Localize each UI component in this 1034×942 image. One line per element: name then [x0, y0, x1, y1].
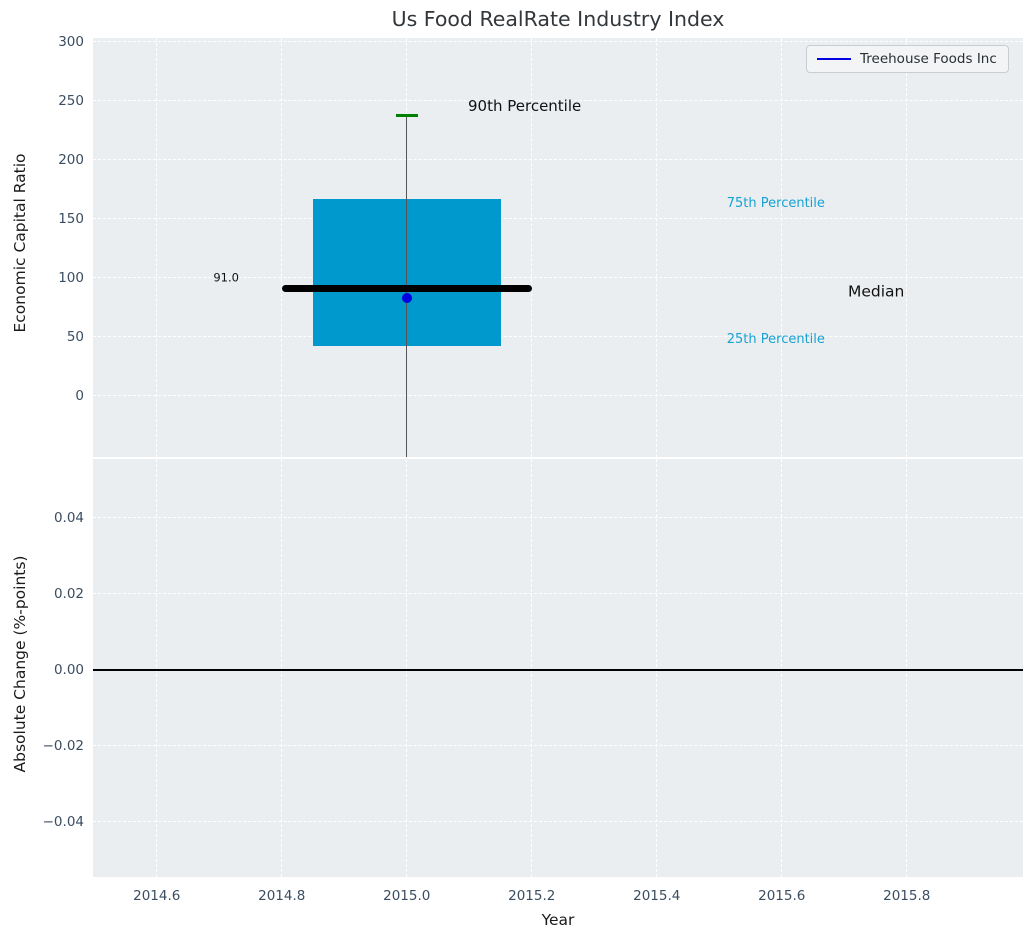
- y-tick-label-bottom: 0.02: [53, 585, 84, 602]
- legend-entry-label: Treehouse Foods Inc: [860, 51, 997, 67]
- y-tick-label-top: 200: [58, 151, 84, 168]
- gridline-x: [281, 38, 283, 457]
- x-tick-label: 2015.0: [383, 888, 431, 904]
- x-tick-label: 2014.6: [133, 888, 181, 904]
- gridline-y: [93, 336, 1023, 338]
- gridline-y: [93, 593, 1023, 595]
- gridline-x: [156, 459, 158, 877]
- median-line: [281, 284, 532, 292]
- gridline-y: [93, 218, 1023, 220]
- gridline-x: [406, 459, 408, 877]
- gridline-y: [93, 41, 1023, 43]
- y-tick-label-top: 100: [58, 269, 84, 286]
- gridline-x: [156, 38, 158, 457]
- annotation: 75th Percentile: [726, 196, 825, 212]
- gridline-x: [531, 38, 533, 457]
- gridline-x: [906, 459, 908, 877]
- gridline-x: [781, 38, 783, 457]
- y-tick-label-top: 0: [75, 387, 84, 404]
- gridline-y: [93, 100, 1023, 102]
- axes-absolute-change: [93, 459, 1023, 877]
- x-tick-label: 2015.4: [633, 888, 681, 904]
- x-tick-label: 2014.8: [258, 888, 306, 904]
- y-tick-label-top: 300: [58, 33, 84, 50]
- axes-economic-capital-ratio: 90th Percentile 91.0 75th Percentile Median…: [93, 38, 1023, 457]
- gridline-x: [531, 459, 533, 877]
- y-tick-label-bottom: −0.02: [42, 737, 84, 754]
- zero-line: [93, 668, 1023, 671]
- annotation: 25th Percentile: [726, 331, 825, 347]
- legend: Treehouse Foods Inc: [806, 45, 1009, 73]
- x-tick-label: 2015.8: [883, 888, 931, 904]
- annotation: 90th Percentile: [468, 97, 582, 116]
- annotation: 91.0: [213, 270, 239, 285]
- legend-line-sample: [817, 57, 851, 61]
- company-point-marker: [401, 292, 412, 303]
- y-tick-label-bottom: −0.04: [42, 813, 84, 830]
- gridline-y: [93, 517, 1023, 519]
- gridline-x: [906, 38, 908, 457]
- y-tick-label-top: 250: [58, 92, 84, 109]
- y-tick-label-bottom: 0.00: [53, 661, 84, 678]
- gridline-x: [656, 38, 658, 457]
- x-tick-label: 2015.6: [758, 888, 806, 904]
- gridline-x: [781, 459, 783, 877]
- p90-cap: [395, 114, 418, 118]
- x-tick-label: 2015.2: [508, 888, 556, 904]
- gridline-y: [93, 159, 1023, 161]
- gridline-y: [93, 395, 1023, 397]
- gridline-x: [281, 459, 283, 877]
- y-tick-label-top: 50: [66, 328, 84, 345]
- gridline-y: [93, 745, 1023, 747]
- gridline-y: [93, 277, 1023, 279]
- annotation: Median: [848, 282, 905, 301]
- chart-title: Us Food RealRate Industry Index: [391, 7, 725, 31]
- x-axis-label-year: Year: [541, 911, 575, 929]
- gridline-y: [93, 821, 1023, 823]
- y-tick-label-bottom: 0.04: [53, 509, 84, 526]
- y-tick-label-top: 150: [58, 210, 84, 227]
- gridline-x: [656, 459, 658, 877]
